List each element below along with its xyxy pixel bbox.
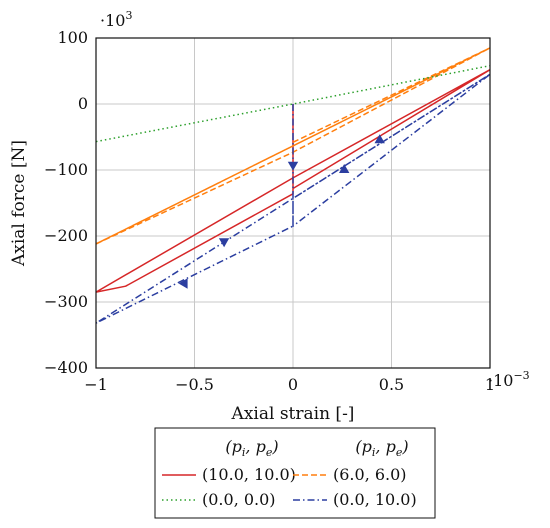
legend-box: [154, 427, 436, 519]
y-axis-label: Axial force [N]: [9, 140, 29, 267]
x-tick-label: 0: [288, 375, 298, 394]
legend-header-left: (pi, pe): [225, 437, 278, 459]
arrow-marker-0: [287, 161, 299, 171]
legend-label-3: (0.0, 10.0): [333, 490, 417, 509]
series-line-1: [96, 47, 490, 245]
y-tick-label: −200: [44, 226, 88, 245]
series-line-3: [96, 73, 490, 324]
x-axis-label: Axial strain [-]: [231, 404, 355, 424]
y-tick-labels: −400 −300 −200 −100 0 100: [44, 28, 88, 377]
legend-label-0: (10.0, 10.0): [202, 465, 296, 484]
y-tick-label: −300: [44, 292, 88, 311]
series-line-0: [96, 68, 490, 293]
legend-label-2: (0.0, 0.0): [202, 490, 276, 509]
x-tick-label: −0.5: [175, 375, 214, 394]
x-tick-label: 0.5: [379, 375, 404, 394]
legend-header-right: (pi, pe): [355, 437, 408, 459]
legend-entries: (10.0, 10.0) (6.0, 6.0) (0.0, 0.0) (0.0, 10…: [162, 465, 417, 509]
series-line-2: [96, 64, 490, 143]
y-tick-label: −400: [44, 358, 88, 377]
y-tick-label: −100: [44, 160, 88, 179]
x-multiplier: ·10−3: [488, 369, 530, 390]
x-tick-labels: −1 −0.5 0 0.5 1: [84, 375, 495, 394]
plot-frame: [95, 37, 491, 369]
y-multiplier: ·103: [100, 9, 132, 30]
x-tick-label: 1: [485, 375, 495, 394]
arrow-marker-1: [374, 134, 385, 144]
arrow-marker-4: [178, 278, 188, 289]
legend: (pi, pe) (pi, pe) (10.0, 10.0) (6.0, 6.0)…: [154, 427, 436, 519]
y-tick-label: 0: [78, 94, 88, 113]
y-tick-label: 100: [57, 28, 88, 47]
x-tick-label: −1: [84, 375, 108, 394]
direction-arrows: [178, 134, 385, 289]
arrow-marker-2: [339, 164, 350, 173]
series-group: [96, 47, 490, 324]
legend-label-1: (6.0, 6.0): [333, 465, 407, 484]
arrow-marker-3: [218, 238, 230, 248]
